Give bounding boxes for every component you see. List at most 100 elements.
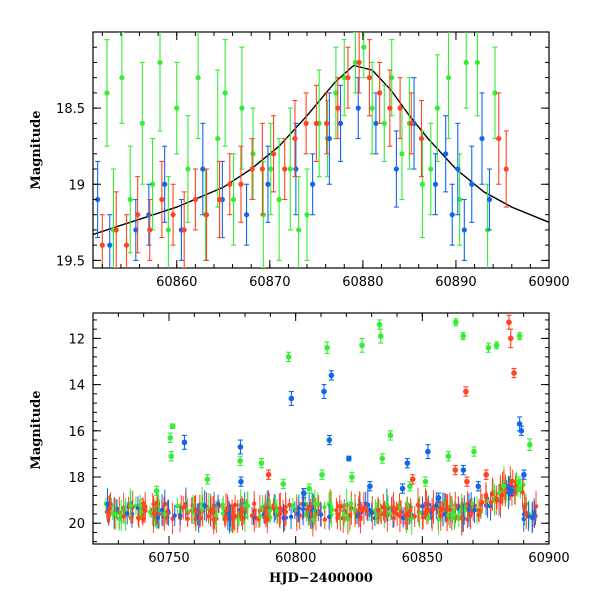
data-point xyxy=(485,342,492,353)
bottom-ylabel: Magnitude xyxy=(29,390,44,469)
baseline-point xyxy=(369,502,374,522)
y-tick-label: 19.5 xyxy=(56,254,85,269)
data-point xyxy=(162,145,168,223)
data-point xyxy=(399,107,405,201)
data-point xyxy=(157,32,163,132)
baseline-point xyxy=(222,510,228,528)
data-point xyxy=(516,476,522,487)
baseline-point xyxy=(183,492,188,520)
data-point xyxy=(304,168,310,261)
data-point xyxy=(270,115,277,193)
data-point xyxy=(227,153,233,216)
model-curve xyxy=(93,64,549,236)
baseline-point xyxy=(524,497,529,530)
data-point xyxy=(425,444,431,460)
baseline-point xyxy=(312,489,318,518)
baseline-point xyxy=(531,498,537,528)
top-data-layer xyxy=(93,32,549,268)
data-point xyxy=(258,457,265,469)
baseline-point xyxy=(311,509,316,530)
data-point xyxy=(119,32,125,124)
data-point xyxy=(310,153,316,216)
data-point xyxy=(474,32,480,117)
top-series-1 xyxy=(95,77,493,268)
data-point xyxy=(280,478,287,490)
data-point xyxy=(287,107,293,231)
data-point xyxy=(203,168,210,261)
baseline-point xyxy=(113,498,119,530)
data-point xyxy=(127,145,133,254)
data-point xyxy=(326,434,333,446)
data-point xyxy=(408,92,414,155)
x-tick-label: 60890 xyxy=(435,275,476,290)
data-point xyxy=(461,198,467,261)
data-point xyxy=(165,176,171,268)
data-point xyxy=(169,423,176,430)
data-point xyxy=(174,61,180,155)
y-tick-label: 16 xyxy=(68,425,85,440)
data-point xyxy=(147,198,153,261)
baseline-point xyxy=(431,503,436,516)
baseline-point xyxy=(124,502,130,525)
data-point xyxy=(376,319,383,330)
data-point xyxy=(460,464,467,476)
baseline-point xyxy=(278,492,283,524)
x-tick-label: 60900 xyxy=(528,275,569,290)
baseline-point xyxy=(274,498,280,524)
data-point xyxy=(168,451,175,462)
data-point xyxy=(492,46,498,140)
data-point xyxy=(500,481,507,492)
data-point xyxy=(516,332,523,341)
data-point xyxy=(379,453,386,464)
data-point xyxy=(259,122,265,216)
data-point xyxy=(139,61,145,185)
data-point xyxy=(469,145,475,223)
data-point xyxy=(366,39,372,117)
data-point xyxy=(464,476,470,487)
x-tick-label: 60860 xyxy=(156,275,197,290)
data-point xyxy=(159,160,165,239)
data-point xyxy=(349,471,355,483)
data-point xyxy=(185,115,191,223)
baseline-point xyxy=(479,493,485,512)
bottom-xlabel: HJD−2400000 xyxy=(269,571,373,586)
data-point xyxy=(377,328,384,344)
data-point xyxy=(243,183,250,246)
baseline-point xyxy=(105,496,110,512)
baseline-point xyxy=(288,504,294,530)
top-panel: 60860 60870 60880 60890 60900 18.5 19 19.5 Magn… xyxy=(29,31,570,290)
data-point xyxy=(443,115,449,193)
baseline-point xyxy=(352,500,357,519)
top-ylabel: Magnitude xyxy=(29,110,44,189)
baseline-point xyxy=(394,502,400,526)
top-series-2 xyxy=(99,32,509,268)
baseline-point xyxy=(364,502,370,520)
data-point xyxy=(452,318,459,327)
baseline-point xyxy=(178,506,183,525)
baseline-point xyxy=(334,497,339,523)
bottom-series-1 xyxy=(181,370,527,503)
data-point xyxy=(407,481,413,492)
baseline-point xyxy=(520,475,525,510)
baseline-point xyxy=(361,491,367,525)
baseline-point xyxy=(215,494,221,514)
baseline-point xyxy=(263,509,269,528)
baseline-point xyxy=(110,507,115,520)
data-point xyxy=(445,451,452,462)
y-tick-label: 14 xyxy=(68,379,85,394)
baseline-point xyxy=(415,487,421,523)
baseline-point xyxy=(465,510,470,529)
x-tick-label: 60850 xyxy=(402,551,443,566)
baseline-point xyxy=(337,495,342,518)
baseline-point xyxy=(159,494,165,526)
data-point xyxy=(463,32,469,109)
baseline-point xyxy=(213,500,219,531)
baseline-point xyxy=(426,511,431,525)
data-point xyxy=(387,430,394,441)
baseline-point xyxy=(128,490,133,522)
baseline-point xyxy=(452,500,457,529)
data-point xyxy=(324,341,330,354)
data-point xyxy=(445,32,452,140)
data-point xyxy=(239,46,245,170)
data-point xyxy=(250,107,256,201)
